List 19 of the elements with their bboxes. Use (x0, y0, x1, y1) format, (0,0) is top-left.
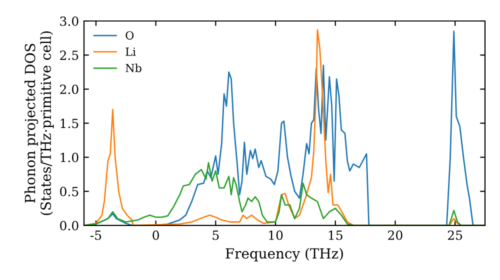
y-axis-title: Phonon projected DOS (States/THz·primitive cell) (24, 31, 54, 216)
y-tick-label: 1.5 (60, 118, 78, 128)
legend-label: Li (126, 48, 136, 56)
x-tick-label: 15 (328, 230, 342, 240)
y-tick-label: 0.5 (60, 186, 78, 196)
x-tick-label: 25 (448, 230, 462, 240)
legend-label: O (126, 31, 134, 40)
y-tick-label: 0.0 (60, 220, 78, 230)
y-tick-label: 1.0 (60, 152, 78, 162)
x-tick-label: 5 (212, 230, 219, 240)
legend-label: Nb (126, 64, 142, 72)
y-tick-label: 2.0 (60, 84, 78, 94)
y-tick-label: 3.0 (60, 16, 78, 26)
x-tick-label: 20 (388, 230, 402, 240)
x-tick-label: -5 (90, 230, 102, 240)
y-tick-label: 2.5 (60, 50, 78, 60)
x-tick-label: 0 (152, 230, 159, 240)
x-tick-label: 10 (269, 230, 283, 240)
x-axis-title: Frequency (THz) (226, 248, 343, 262)
